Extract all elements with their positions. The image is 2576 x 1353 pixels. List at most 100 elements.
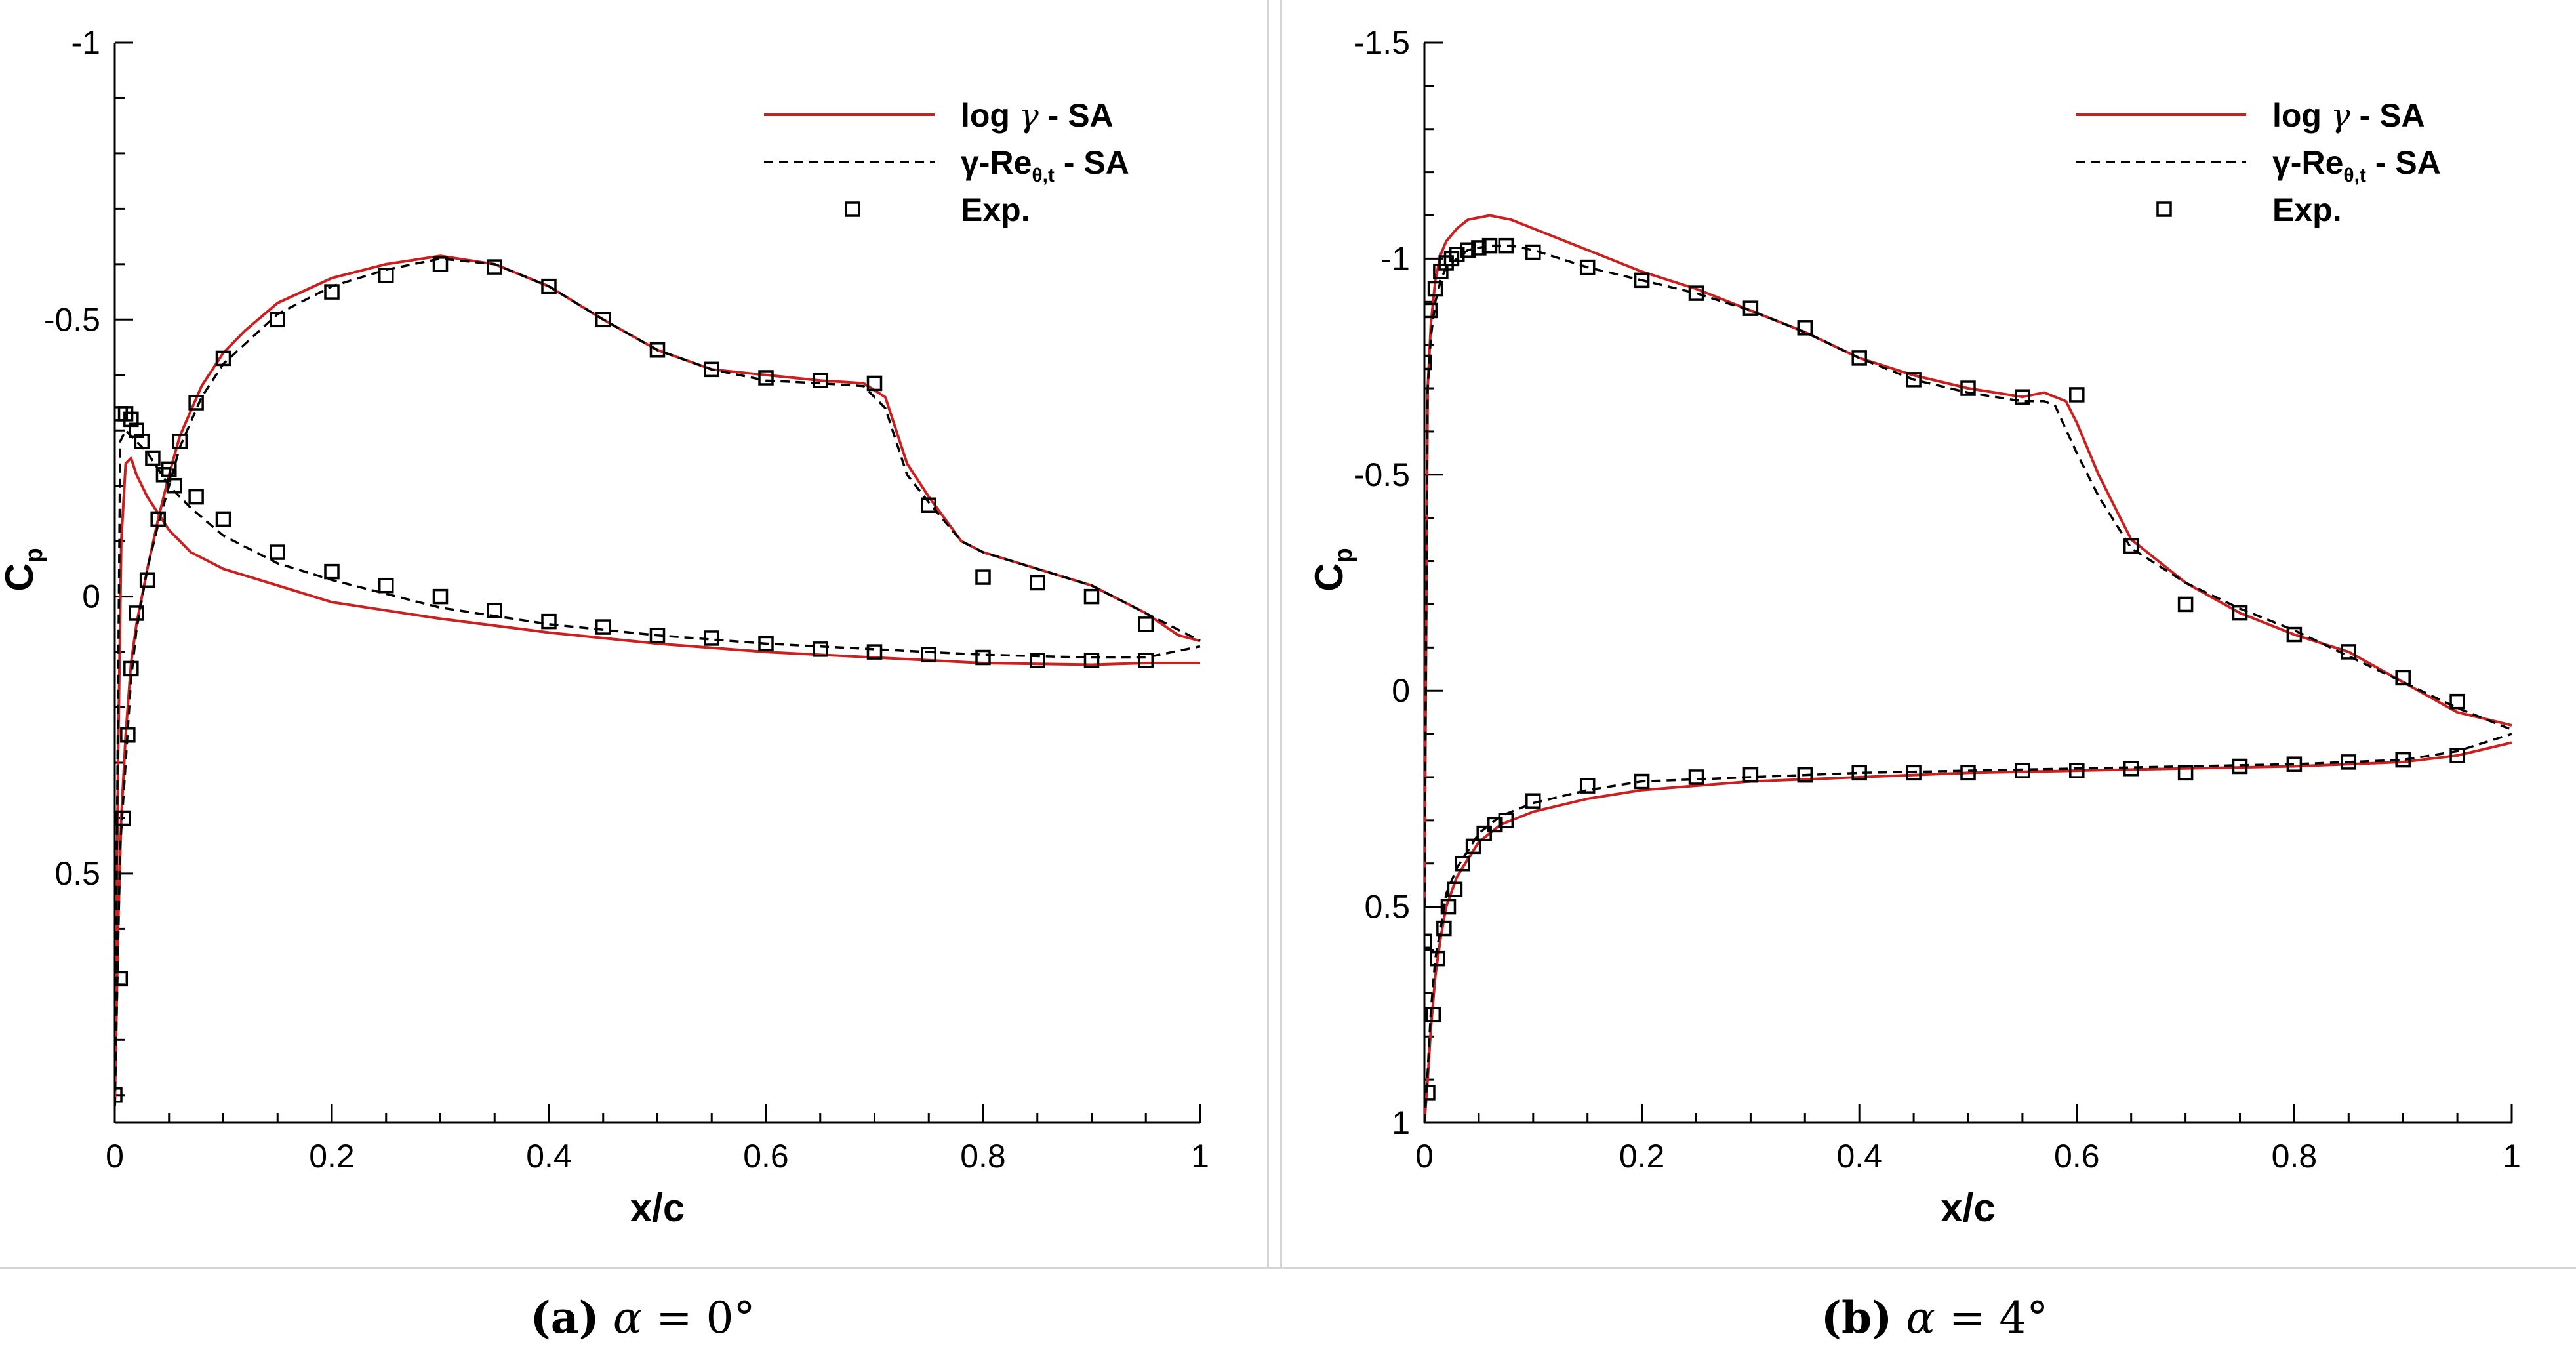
- caption-b-value: = 4°: [1935, 1293, 2049, 1343]
- caption-a: (a) α = 0°: [20, 1292, 1266, 1343]
- chart-b-exp-marker: [1460, 242, 1476, 258]
- chart-b-exp-marker: [1525, 244, 1541, 260]
- chart-b-exp-marker: [1960, 380, 1976, 396]
- chart-b-x-tick-label: 0.4: [1836, 1138, 1882, 1175]
- chart-a-exp-marker: [115, 1087, 123, 1103]
- chart-a-x-tick-label: 1: [1191, 1138, 1209, 1175]
- chart-b-series-group: [1424, 214, 2512, 1123]
- chart-a-exp-marker: [120, 727, 136, 743]
- chart-b-x-tick-label: 0.6: [2054, 1138, 2100, 1175]
- caption-b-letter: (b): [1821, 1292, 1893, 1343]
- chart-a-exp-marker: [129, 605, 144, 621]
- chart-a-exp-marker: [1030, 575, 1045, 591]
- chart-b-exp-marker: [1476, 825, 1492, 841]
- chart-a-y-tick-label: -0.5: [44, 301, 100, 338]
- chart-a-exp-marker: [975, 649, 991, 666]
- chart-b-exp-marker: [2341, 644, 2357, 660]
- chart-b-exp-marker: [2395, 670, 2411, 686]
- figure-bottom-rule: [0, 1267, 2576, 1269]
- chart-a-exp-marker: [1030, 652, 1045, 668]
- chart-b-exp-marker: [2177, 596, 2194, 613]
- chart-a-exp-marker: [975, 569, 991, 585]
- chart-b-exp-marker: [1688, 285, 1704, 301]
- chart-b-exp-marker: [1906, 765, 1922, 781]
- chart-a-exp-marker: [270, 312, 285, 328]
- caption-a-letter: (a): [530, 1292, 599, 1343]
- chart-b-exp-marker: [1447, 881, 1463, 897]
- chart-b-exp-marker: [1851, 765, 1867, 781]
- chart-b-exp-marker: [1688, 769, 1704, 785]
- chart-a-line-log-sa-lower-: [115, 456, 1200, 1106]
- chart-a-y-tick-label: 0: [82, 578, 100, 615]
- chart-b-exp-marker: [2286, 626, 2303, 643]
- chart-a-exp-marker: [1138, 616, 1154, 632]
- chart-b-legend-label: log γ - SA: [2272, 96, 2425, 134]
- chart-a-exp-marker: [139, 572, 155, 588]
- chart-b-exp-marker: [2177, 765, 2194, 781]
- chart-b-y-axis-label: Cp: [1307, 548, 1358, 592]
- chart-b-exp-marker: [2395, 752, 2411, 768]
- chart-a-exp-marker: [188, 395, 204, 411]
- chart-b-exp-marker: [2123, 538, 2139, 554]
- chart-a-exp-marker: [487, 602, 502, 618]
- chart-a-exp-marker: [215, 511, 231, 527]
- chart-a-exp-marker: [813, 373, 828, 388]
- chart-a-y-tick-label: 0.5: [54, 855, 100, 892]
- chart-a-exp-marker: [487, 259, 502, 275]
- chart-b-exp-marker: [1425, 1007, 1441, 1023]
- chart-a-legend-label: log γ - SA: [961, 96, 1114, 134]
- chart-a-exp-marker: [866, 644, 883, 660]
- chart-a-exp-marker: [215, 350, 231, 367]
- chart-b-exp-marker: [1430, 950, 1445, 967]
- chart-a-exp-marker: [1083, 588, 1100, 605]
- chart-a-exp-marker: [378, 577, 394, 594]
- chart-a-exp-marker: [167, 477, 182, 494]
- chart-b-y-tick-label: -1: [1381, 240, 1410, 277]
- chart-b-x-tick-label: 0: [1415, 1138, 1434, 1175]
- chart-a-exp-marker: [758, 636, 774, 652]
- chart-b-exp-marker: [1471, 240, 1487, 256]
- chart-a-exp-marker: [115, 810, 131, 826]
- chart-b-exp-marker: [1797, 767, 1813, 783]
- chart-a-exp-marker: [541, 278, 557, 294]
- chart-canvas: 0 0.2 0.4 0.6 0.8 1 -1 -0.5 0 0.5 x/c Cp log γ - SA γ…: [0, 24, 2521, 1230]
- chart-a-x-tick-label: 0.8: [960, 1138, 1006, 1175]
- chart-a-x-tick-label: 0.4: [526, 1138, 572, 1175]
- chart-b-line-log-sa-upper-: [1424, 214, 2512, 907]
- chart-a-exp-marker: [649, 342, 666, 358]
- chart-a-series-group: [115, 254, 1201, 1106]
- caption-b: (b) α = 4°: [1312, 1292, 2558, 1343]
- chart-b-exp-marker: [1424, 1085, 1436, 1101]
- chart-b-exp-marker: [2015, 763, 2030, 778]
- chart-b-exp-marker: [1465, 838, 1481, 855]
- chart-b-exp-marker: [2015, 389, 2030, 405]
- chart-a-exp-marker: [145, 450, 161, 466]
- chart-b-y-tick-label: -1.5: [1354, 24, 1410, 61]
- chart-b-exp-marker: [1424, 302, 1438, 319]
- chart-a-x-tick-label: 0: [106, 1138, 124, 1175]
- chart-b-legend-label: γ-Reθ,t - SA: [2272, 144, 2441, 186]
- chart-a-x-tick-label: 0.2: [309, 1138, 355, 1175]
- chart-b-exp-marker: [1487, 817, 1503, 833]
- chart-b-x-tick-label: 0.8: [2272, 1138, 2318, 1175]
- chart-a-exp-marker: [115, 971, 129, 987]
- chart-b-exp-marker: [1634, 773, 1650, 790]
- chart-a-exp-marker: [595, 619, 611, 635]
- chart-b-exp-marker: [1797, 320, 1813, 336]
- chart-b-y-tick-label: 0.5: [1364, 889, 1410, 925]
- chart-b-exp-marker: [1449, 247, 1465, 262]
- chart-a-legend-label: γ-Reθ,t - SA: [961, 144, 1129, 186]
- chart-b-y-tick-label: 0: [1392, 672, 1410, 709]
- chart-a-legend-marker: [845, 201, 860, 217]
- chart-b-exp-marker: [1742, 300, 1759, 316]
- chart-b-x-tick-label: 1: [2503, 1138, 2521, 1175]
- chart-b-exp-marker: [1481, 237, 1498, 254]
- chart-a-exp-marker: [188, 489, 204, 505]
- chart-a-exp-marker: [432, 256, 449, 272]
- chart-a-exp-marker: [324, 563, 340, 580]
- chart-a-exp-marker: [813, 641, 828, 657]
- chart-a-legend-label: Exp.: [961, 192, 1030, 228]
- chart-b-exp-marker: [1634, 272, 1650, 289]
- chart-b-exp-marker: [1498, 813, 1514, 828]
- chart-b-exp-marker: [1579, 778, 1596, 794]
